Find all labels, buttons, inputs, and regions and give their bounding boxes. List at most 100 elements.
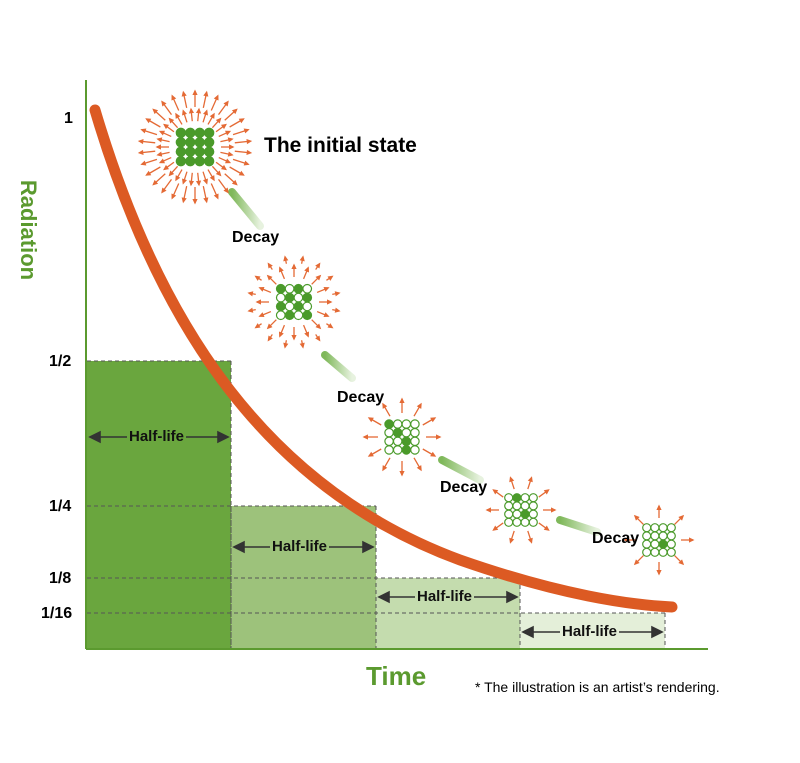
atom-decayed [284, 283, 295, 294]
radiation-arrows [362, 397, 442, 477]
radiation-arrowhead [367, 451, 374, 457]
half-life-label-4: Half-life [560, 623, 620, 640]
stage-decay-1 [247, 255, 341, 349]
atom-decayed [384, 436, 394, 447]
atom-decayed [512, 501, 522, 511]
axes [85, 80, 708, 650]
atom-decayed [392, 436, 403, 447]
atom-decayed [528, 517, 538, 527]
radiation-arrowhead [231, 179, 238, 186]
radiation-arrowhead [152, 179, 159, 186]
atom-decayed [528, 509, 538, 519]
stage-decay-3 [485, 476, 557, 544]
y-tick-1: 1 [64, 110, 73, 127]
radiation-arrowhead [220, 123, 227, 130]
radiation-arrowhead [213, 94, 219, 101]
radiation-arrowhead [299, 255, 305, 262]
radiation-arrowhead [195, 180, 202, 187]
radiation-arrowhead [203, 178, 208, 185]
radiation-arrowhead [215, 170, 222, 177]
atom-decayed [302, 283, 313, 294]
radiation-arrows [485, 476, 557, 544]
radiation-arrowhead [267, 262, 273, 269]
radiation-arrowhead [155, 144, 161, 150]
radiation-arrowhead [156, 137, 163, 143]
radiation-arrowhead [436, 434, 442, 440]
radiation-arrowhead [656, 504, 662, 510]
atom-radioactive [293, 301, 304, 312]
stage-connectors [228, 188, 601, 536]
radiation-arrowhead [140, 160, 147, 166]
atom-radioactive [275, 301, 286, 312]
radiation-arrowhead [258, 312, 265, 318]
radiation-arrowhead [145, 118, 152, 124]
radiation-arrowhead [283, 255, 289, 262]
radiation-arrowhead [527, 476, 533, 483]
atom-radioactive [175, 137, 187, 148]
atom-decayed [275, 292, 286, 303]
radiation-arrowhead [315, 262, 321, 269]
atom-decayed [520, 517, 530, 527]
radiation-arrowhead [161, 187, 167, 194]
atom-decayed [666, 539, 676, 549]
radiation-arrowhead [188, 180, 195, 187]
atom-radioactive [284, 310, 295, 321]
radiation-arrowhead [327, 299, 333, 305]
atom-radioactive [284, 292, 295, 303]
radiation-arrowhead [203, 197, 209, 204]
radiation-arrowhead [215, 117, 222, 124]
radiation-arrows [623, 504, 695, 576]
radiation-arrowhead [231, 108, 238, 115]
radiation-arrowhead [203, 109, 208, 116]
radiation-arrowhead [225, 158, 232, 164]
atom-decayed [401, 427, 412, 438]
atom-radioactive [203, 137, 215, 148]
atom-radioactive [203, 146, 215, 157]
radiation-arrowhead [291, 263, 297, 269]
radiation-arrowhead [327, 323, 334, 329]
radiation-arrowhead [543, 489, 550, 495]
atom-decayed [410, 445, 420, 455]
atom-decayed [528, 493, 538, 503]
atom-decayed [384, 445, 394, 455]
radiation-arrowhead [323, 312, 330, 318]
radiation-arrowhead [137, 138, 144, 145]
radiation-arrowhead [689, 537, 695, 543]
half-life-label-3: Half-life [415, 588, 475, 605]
radiation-arrowhead [163, 123, 170, 130]
radiation-arrowhead [175, 175, 181, 182]
decay-curve [89, 104, 678, 613]
radiation-arrowhead [168, 117, 175, 124]
atom-decayed [392, 445, 403, 455]
atom-decayed [504, 501, 514, 511]
atom-radioactive [194, 127, 205, 139]
radiation-arrowhead [181, 197, 187, 204]
atom-decayed [658, 523, 668, 533]
atom-decayed [520, 501, 530, 511]
atom-decayed [302, 301, 313, 312]
atom-radioactive [302, 292, 313, 303]
radiation-arrowhead [238, 170, 245, 176]
radiation-arrowhead [152, 108, 159, 115]
atom-radioactive [203, 127, 215, 139]
radiation-arrowhead [246, 138, 253, 145]
atom-decayed [528, 501, 538, 511]
radiation-arrowhead [367, 417, 374, 423]
y-tick-half: 1/2 [49, 353, 72, 370]
radiation-arrowhead [382, 465, 388, 472]
stage-decay-2 [362, 397, 442, 477]
atom-radioactive [293, 283, 304, 294]
y-tick-quarter: 1/4 [49, 498, 72, 515]
half-life-label-1: Half-life [127, 428, 187, 445]
radiation-arrowhead [156, 151, 163, 157]
radiation-arrowhead [140, 128, 147, 134]
atom-decayed [658, 547, 668, 557]
radiation-arrowhead [220, 164, 227, 171]
atom-radioactive [194, 137, 205, 148]
atom-decayed [392, 419, 403, 429]
radiation-arrowhead [247, 307, 254, 313]
stage-decay-4 [623, 504, 695, 576]
radiation-arrowhead [195, 107, 202, 114]
atom-radioactive [401, 445, 412, 455]
